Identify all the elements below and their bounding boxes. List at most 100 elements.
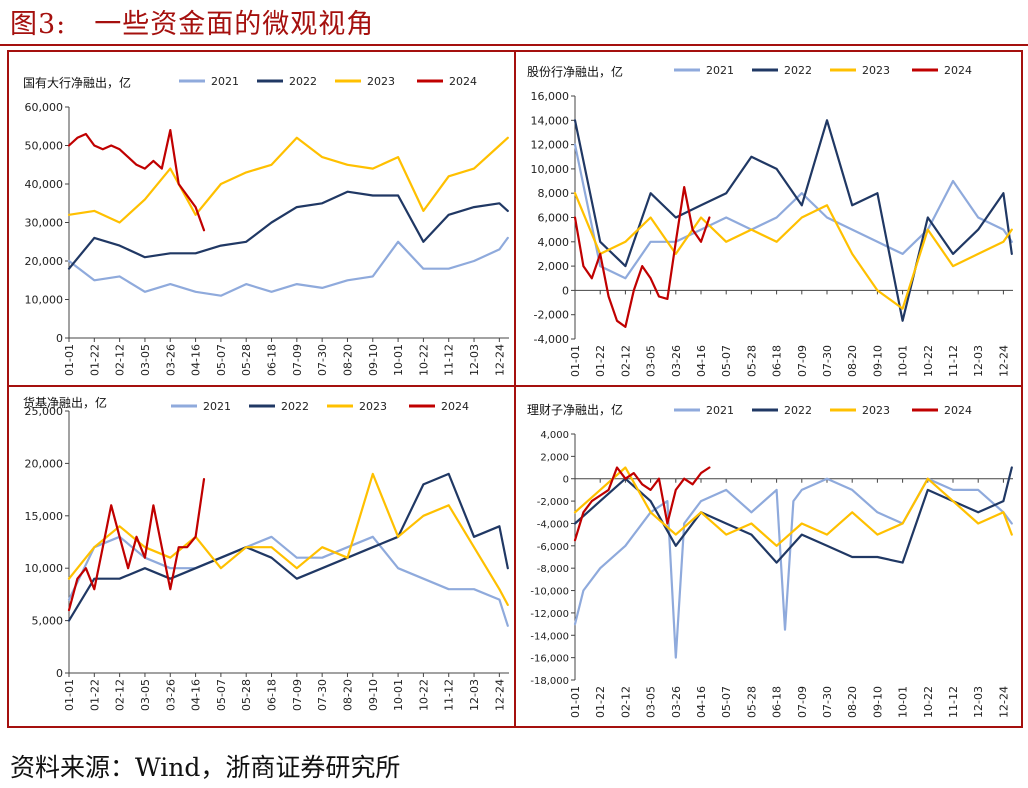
x-tick-label: 05-28 bbox=[240, 344, 253, 376]
x-tick-label: 10-01 bbox=[392, 344, 405, 376]
series-line-2024 bbox=[573, 466, 711, 542]
x-tick-label: 01-01 bbox=[569, 686, 582, 718]
title-divider bbox=[0, 44, 1028, 46]
y-tick-label: 40,000 bbox=[25, 178, 64, 191]
x-tick-label: 04-16 bbox=[190, 679, 203, 711]
x-tick-label: 10-22 bbox=[417, 344, 430, 376]
y-tick-label: 16,000 bbox=[531, 90, 570, 103]
y-tick-label: 4,000 bbox=[538, 236, 570, 249]
y-tick-label: 0 bbox=[56, 667, 63, 680]
x-tick-label: 05-07 bbox=[720, 345, 733, 377]
x-tick-label: 08-20 bbox=[846, 686, 859, 718]
legend-label-2022: 2022 bbox=[784, 64, 812, 77]
x-tick-label: 07-09 bbox=[291, 344, 304, 376]
y-tick-label: -2,000 bbox=[534, 309, 569, 322]
x-tick-label: 08-20 bbox=[341, 344, 354, 376]
y-tick-label: 20,000 bbox=[25, 457, 64, 470]
series-line-2023 bbox=[67, 472, 509, 607]
series-line-2021 bbox=[573, 143, 1013, 280]
x-tick-label: 01-22 bbox=[88, 679, 101, 711]
x-tick-label: 07-09 bbox=[796, 345, 809, 377]
x-tick-label: 03-05 bbox=[139, 679, 152, 711]
legend-label-2024: 2024 bbox=[944, 404, 972, 417]
x-tick-label: 05-07 bbox=[215, 344, 228, 376]
x-tick-label: 01-22 bbox=[594, 686, 607, 718]
legend-label-2023: 2023 bbox=[367, 75, 395, 88]
x-tick-label: 06-18 bbox=[771, 345, 784, 377]
x-tick-label: 03-26 bbox=[164, 679, 177, 711]
legend-label-2023: 2023 bbox=[862, 404, 890, 417]
x-tick-label: 03-26 bbox=[164, 344, 177, 376]
x-tick-label: 10-01 bbox=[392, 679, 405, 711]
series-line-2022 bbox=[67, 472, 509, 622]
legend-label-2022: 2022 bbox=[784, 404, 812, 417]
x-tick-label: 07-09 bbox=[796, 686, 809, 718]
y-tick-label: -18,000 bbox=[530, 676, 569, 687]
y-tick-label: 15,000 bbox=[25, 510, 64, 523]
x-tick-label: 02-12 bbox=[619, 345, 632, 377]
x-tick-label: 01-01 bbox=[63, 679, 76, 711]
x-tick-label: 10-22 bbox=[922, 345, 935, 377]
x-tick-label: 07-09 bbox=[291, 679, 304, 711]
x-tick-label: 08-20 bbox=[341, 679, 354, 711]
x-tick-label: 05-07 bbox=[215, 679, 228, 711]
x-tick-label: 02-12 bbox=[114, 679, 127, 711]
x-tick-label: 06-18 bbox=[771, 686, 784, 718]
y-tick-label: 2,000 bbox=[540, 452, 569, 463]
x-tick-label: 09-10 bbox=[367, 679, 380, 711]
legend-label-2021: 2021 bbox=[706, 404, 734, 417]
figure-title: 图3: 一些资金面的微观视角 bbox=[10, 9, 375, 40]
x-tick-label: 09-10 bbox=[367, 344, 380, 376]
series-line-2021 bbox=[67, 535, 509, 627]
x-tick-label: 11-12 bbox=[443, 344, 456, 376]
x-tick-label: 05-28 bbox=[745, 686, 758, 718]
x-tick-label: 09-10 bbox=[871, 686, 884, 718]
x-tick-label: 03-26 bbox=[670, 686, 683, 718]
y-tick-label: -4,000 bbox=[534, 333, 569, 346]
x-tick-label: 01-22 bbox=[88, 344, 101, 376]
y-tick-label: 0 bbox=[56, 332, 63, 345]
x-tick-label: 01-22 bbox=[594, 345, 607, 377]
series-line-2021 bbox=[67, 236, 509, 297]
x-tick-label: 07-30 bbox=[821, 686, 834, 718]
y-tick-label: 8,000 bbox=[538, 187, 570, 200]
x-tick-label: 03-05 bbox=[645, 345, 658, 377]
series-line-2022 bbox=[67, 190, 509, 270]
x-tick-label: 05-07 bbox=[720, 686, 733, 718]
chart-2-title: 股份行净融出，亿 bbox=[527, 64, 623, 79]
y-tick-label: 10,000 bbox=[531, 163, 570, 176]
legend-label-2021: 2021 bbox=[211, 75, 239, 88]
legend-label-2023: 2023 bbox=[359, 400, 387, 413]
x-tick-label: 03-05 bbox=[645, 686, 658, 718]
chart-3-title: 货基净融出，亿 bbox=[23, 395, 107, 410]
x-tick-label: 05-28 bbox=[240, 679, 253, 711]
legend-label-2022: 2022 bbox=[281, 400, 309, 413]
y-tick-label: -10,000 bbox=[530, 587, 569, 598]
y-tick-label: 20,000 bbox=[25, 255, 64, 268]
x-tick-label: 04-16 bbox=[695, 345, 708, 377]
x-tick-label: 03-05 bbox=[139, 344, 152, 376]
x-tick-label: 10-22 bbox=[417, 679, 430, 711]
y-tick-label: -14,000 bbox=[530, 631, 569, 642]
legend-label-2024: 2024 bbox=[441, 400, 469, 413]
x-tick-label: 12-03 bbox=[468, 344, 481, 376]
source-note: 资料来源：Wind，浙商证券研究所 bbox=[10, 753, 401, 782]
series-line-2023 bbox=[67, 136, 509, 224]
x-tick-label: 10-01 bbox=[897, 345, 910, 377]
x-tick-label: 10-22 bbox=[922, 686, 935, 718]
y-tick-label: 14,000 bbox=[531, 114, 570, 127]
series-line-2024 bbox=[67, 478, 206, 612]
y-tick-label: 30,000 bbox=[25, 217, 64, 230]
x-tick-label: 01-01 bbox=[569, 345, 582, 377]
y-tick-label: -8,000 bbox=[537, 564, 569, 575]
x-tick-label: 09-10 bbox=[871, 345, 884, 377]
x-tick-label: 12-24 bbox=[997, 686, 1010, 718]
y-tick-label: 12,000 bbox=[531, 139, 570, 152]
x-tick-label: 10-01 bbox=[897, 686, 910, 718]
legend-label-2024: 2024 bbox=[449, 75, 477, 88]
x-tick-label: 04-16 bbox=[190, 344, 203, 376]
x-tick-label: 07-30 bbox=[316, 679, 329, 711]
y-tick-label: 50,000 bbox=[25, 140, 64, 153]
x-tick-label: 04-16 bbox=[695, 686, 708, 718]
y-tick-label: 25,000 bbox=[25, 405, 64, 418]
